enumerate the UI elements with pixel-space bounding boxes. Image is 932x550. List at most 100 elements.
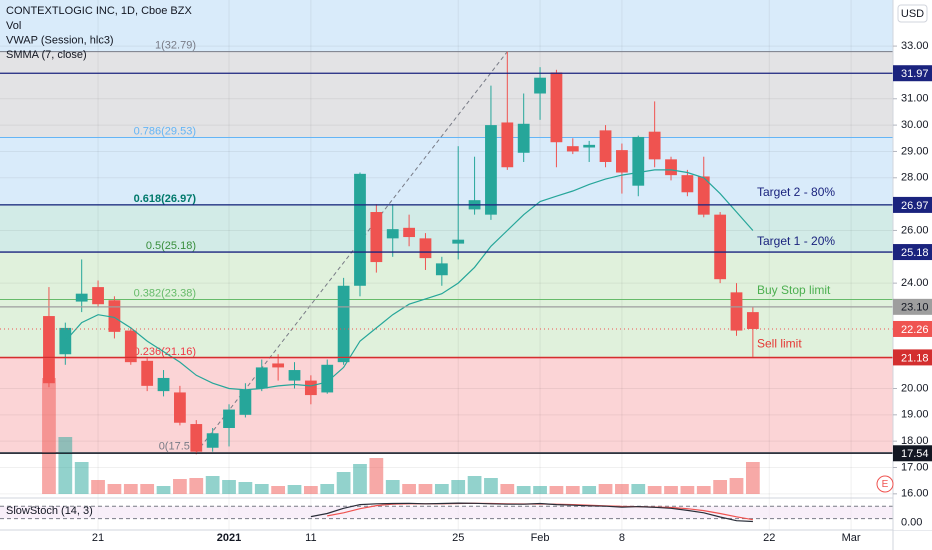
volume-bar [91,480,105,494]
fib-label: 0.5(25.18) [146,240,196,252]
indicator-label: VWAP (Session, hlc3) [6,34,114,46]
price-tag-label: 22.26 [901,324,929,336]
x-tick-label: 11 [305,532,316,544]
indicator-label: SMMA (7, close) [6,49,87,61]
volume-bar [434,484,449,494]
candle-body [403,227,415,238]
volume-bar [484,478,498,494]
fib-zone [0,252,893,300]
y-tick-label: 28.00 [901,172,929,184]
candle-body [190,424,203,452]
x-tick-label: 22 [763,532,775,544]
candle-body [43,316,55,384]
volume-bar [647,486,662,494]
currency-button[interactable]: USD [897,4,928,23]
fib-zone [0,137,893,205]
volume-bar [664,486,678,494]
y-tick-label: 18.00 [901,435,929,447]
x-tick-label: Feb [531,532,550,544]
price-tag-label: 21.18 [901,352,929,364]
candle-body [746,312,759,329]
volume-bar [271,486,286,494]
volume-bar [631,484,646,494]
line-note: Target 2 - 80% [757,185,835,199]
price-tag [893,349,932,366]
volume-bar [222,480,236,494]
candle-body [304,380,317,396]
fib-label: 1(32.79) [155,40,196,52]
fib-zone [0,357,893,453]
price-tag [893,298,932,315]
candle-body [648,131,661,160]
currency-label: USD [901,8,924,20]
candle-body [337,285,350,363]
volume-bar [615,484,629,494]
volume-bar [42,378,56,494]
volume-bar [729,478,744,494]
candle-body [223,409,235,428]
candle-body [485,125,497,215]
volume-bar [385,480,400,494]
x-tick-label: 2021 [217,532,241,544]
y-tick-label: 31.00 [901,93,929,105]
price-tag [893,244,932,261]
volume-bar [287,485,302,494]
candle-body [386,229,399,239]
volume-bar [238,482,253,494]
line-note: Buy Stop limit [757,283,831,297]
volume-bar [680,486,695,494]
price-axis [893,0,932,530]
volume-bar [549,486,564,494]
x-tick-label: 25 [452,532,464,544]
volume-bar [189,478,204,494]
price-tag [893,65,932,82]
line-note: Sell limit [757,337,802,351]
candle-body [92,287,104,305]
candle-body [697,176,710,215]
candle-body [206,433,219,448]
x-tick-label: 21 [92,532,104,544]
volume-bar [418,484,433,494]
candle-body [681,175,694,193]
price-tag-label: 25.18 [901,247,929,259]
volume-bar [320,484,335,494]
volume-bar [598,484,613,494]
candle-body [632,136,645,186]
price-tag-label: 17.54 [901,448,929,460]
price-tag-label: 31.97 [901,68,929,80]
volume-bar [516,486,531,494]
volume-bar [173,479,187,494]
candle-body [354,173,366,286]
volume-bar [565,486,580,494]
candle-body [75,293,88,302]
candle-body [435,263,448,276]
volume-bar [58,437,73,494]
line-note: Target 1 - 20% [757,234,835,248]
volume-bar [500,484,515,494]
volume-bar [402,484,416,494]
candle-body [108,300,121,332]
candle-body [272,363,285,368]
fib-zone [0,51,893,138]
y-tick-label: 20.00 [901,382,929,394]
candle-body [174,392,186,423]
stoch-tick-label: 0.00 [901,517,922,529]
indicator-label: Vol [6,20,21,32]
currency-box [897,4,928,23]
y-tick-label: 17.00 [901,461,929,473]
volume-bar [451,480,466,494]
fib-label: 0.382(23.38) [134,287,196,299]
candle-body [550,72,563,143]
price-tag [893,196,932,213]
candle-body [239,389,252,415]
candle-body [288,370,301,381]
fib-label: 0.618(26.97) [134,193,197,205]
volume-bar [254,484,269,494]
y-tick-label: 26.00 [901,224,929,236]
volume-bar [696,486,711,494]
candle-body [157,377,170,392]
candle-body [255,367,268,389]
x-tick-label: Mar [842,532,861,544]
stoch-name: SlowStoch (14, 3) [6,505,93,517]
